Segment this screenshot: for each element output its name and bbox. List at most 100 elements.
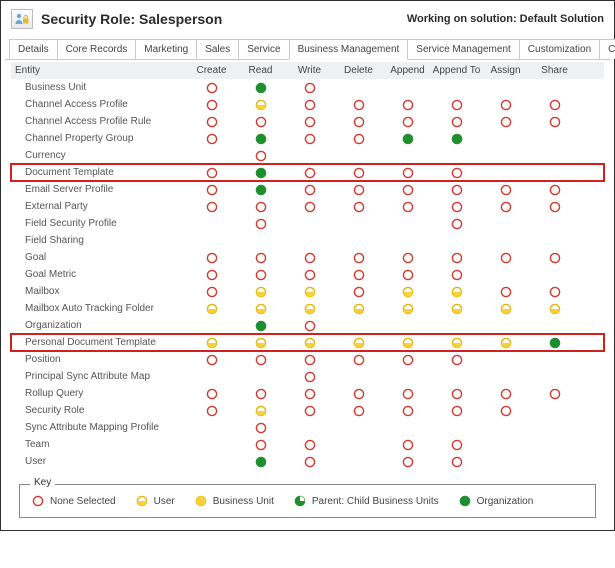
privilege-cell[interactable] (334, 286, 383, 298)
privilege-cell[interactable] (187, 201, 236, 213)
privilege-cell[interactable] (187, 116, 236, 128)
privilege-cell[interactable] (530, 99, 579, 111)
privilege-cell[interactable] (432, 167, 481, 179)
privilege-cell[interactable] (481, 405, 530, 417)
privilege-cell[interactable] (236, 456, 285, 468)
privilege-cell[interactable] (383, 133, 432, 145)
tab-service[interactable]: Service (238, 39, 289, 59)
privilege-cell[interactable] (432, 252, 481, 264)
privilege-cell[interactable] (285, 269, 334, 281)
privilege-cell[interactable] (334, 99, 383, 111)
privilege-cell[interactable] (432, 269, 481, 281)
tab-business-management[interactable]: Business Management (289, 39, 409, 60)
privilege-cell[interactable] (383, 116, 432, 128)
privilege-cell[interactable] (432, 354, 481, 366)
privilege-cell[interactable] (236, 150, 285, 162)
privilege-cell[interactable] (285, 252, 334, 264)
privilege-cell[interactable] (236, 422, 285, 434)
privilege-cell[interactable] (334, 252, 383, 264)
privilege-cell[interactable] (432, 405, 481, 417)
privilege-cell[interactable] (383, 456, 432, 468)
privilege-cell[interactable] (383, 167, 432, 179)
privilege-cell[interactable] (236, 354, 285, 366)
privilege-cell[interactable] (334, 116, 383, 128)
privilege-cell[interactable] (187, 337, 236, 349)
privilege-cell[interactable] (481, 252, 530, 264)
privilege-cell[interactable] (285, 439, 334, 451)
privilege-cell[interactable] (285, 286, 334, 298)
privilege-cell[interactable] (432, 286, 481, 298)
privilege-cell[interactable] (383, 439, 432, 451)
tab-marketing[interactable]: Marketing (135, 39, 197, 59)
privilege-cell[interactable] (236, 439, 285, 451)
privilege-cell[interactable] (432, 456, 481, 468)
privilege-cell[interactable] (383, 388, 432, 400)
privilege-cell[interactable] (187, 269, 236, 281)
privilege-cell[interactable] (236, 286, 285, 298)
privilege-cell[interactable] (481, 201, 530, 213)
privilege-cell[interactable] (285, 201, 334, 213)
privilege-cell[interactable] (285, 320, 334, 332)
privilege-cell[interactable] (334, 133, 383, 145)
privilege-cell[interactable] (383, 201, 432, 213)
privilege-cell[interactable] (530, 184, 579, 196)
tab-service-management[interactable]: Service Management (407, 39, 520, 59)
privilege-cell[interactable] (236, 82, 285, 94)
privilege-cell[interactable] (432, 337, 481, 349)
privilege-cell[interactable] (285, 133, 334, 145)
privilege-cell[interactable] (236, 167, 285, 179)
privilege-cell[interactable] (383, 99, 432, 111)
privilege-cell[interactable] (383, 286, 432, 298)
privilege-cell[interactable] (236, 405, 285, 417)
privilege-cell[interactable] (481, 388, 530, 400)
privilege-cell[interactable] (285, 167, 334, 179)
privilege-cell[interactable] (334, 167, 383, 179)
privilege-cell[interactable] (236, 269, 285, 281)
privilege-cell[interactable] (236, 184, 285, 196)
privilege-cell[interactable] (334, 405, 383, 417)
privilege-cell[interactable] (285, 82, 334, 94)
privilege-cell[interactable] (432, 303, 481, 315)
privilege-cell[interactable] (285, 184, 334, 196)
privilege-cell[interactable] (334, 337, 383, 349)
privilege-cell[interactable] (285, 405, 334, 417)
privilege-cell[interactable] (187, 133, 236, 145)
privilege-cell[interactable] (236, 99, 285, 111)
privilege-cell[interactable] (530, 337, 579, 349)
privilege-cell[interactable] (236, 320, 285, 332)
privilege-cell[interactable] (481, 286, 530, 298)
privilege-cell[interactable] (530, 116, 579, 128)
privilege-cell[interactable] (236, 133, 285, 145)
privilege-cell[interactable] (187, 184, 236, 196)
privilege-cell[interactable] (432, 201, 481, 213)
privilege-cell[interactable] (383, 303, 432, 315)
privilege-cell[interactable] (432, 133, 481, 145)
privilege-cell[interactable] (187, 286, 236, 298)
privilege-cell[interactable] (334, 388, 383, 400)
privilege-cell[interactable] (187, 388, 236, 400)
privilege-cell[interactable] (383, 354, 432, 366)
privilege-cell[interactable] (530, 252, 579, 264)
privilege-cell[interactable] (187, 252, 236, 264)
tab-core-records[interactable]: Core Records (57, 39, 137, 59)
privilege-cell[interactable] (383, 337, 432, 349)
tab-customization[interactable]: Customization (519, 39, 600, 59)
privilege-cell[interactable] (432, 184, 481, 196)
privilege-cell[interactable] (236, 116, 285, 128)
privilege-cell[interactable] (334, 201, 383, 213)
privilege-cell[interactable] (236, 201, 285, 213)
tab-sales[interactable]: Sales (196, 39, 239, 59)
privilege-cell[interactable] (187, 99, 236, 111)
privilege-cell[interactable] (481, 99, 530, 111)
privilege-cell[interactable] (285, 337, 334, 349)
privilege-cell[interactable] (432, 388, 481, 400)
privilege-cell[interactable] (285, 354, 334, 366)
privilege-cell[interactable] (236, 252, 285, 264)
privilege-cell[interactable] (530, 201, 579, 213)
privilege-cell[interactable] (383, 184, 432, 196)
tab-custom-entities[interactable]: Custom Entities (599, 39, 615, 59)
tab-details[interactable]: Details (9, 39, 58, 59)
privilege-cell[interactable] (432, 116, 481, 128)
privilege-cell[interactable] (383, 252, 432, 264)
privilege-cell[interactable] (236, 218, 285, 230)
